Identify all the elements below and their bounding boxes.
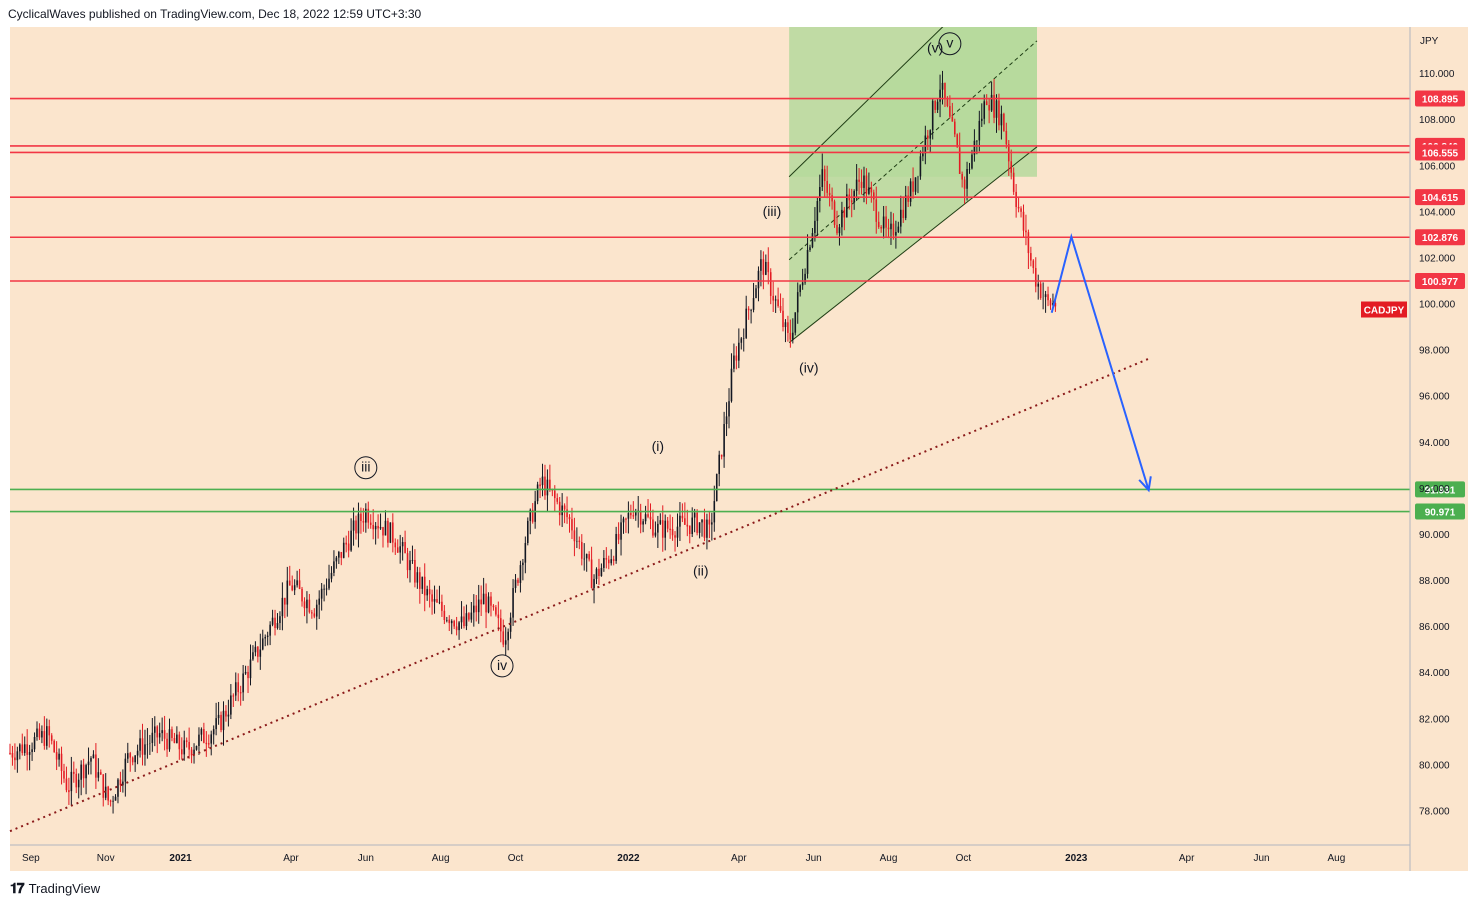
tradingview-logo-icon: 𝟏𝟕 (10, 880, 25, 896)
projection-path[interactable] (1050, 232, 1152, 493)
y-tick-label: 98.000 (1419, 346, 1450, 357)
y-tick-label: 104.000 (1419, 207, 1456, 218)
horizontal-levels[interactable]: 108.895106.840106.555104.615102.876100.9… (10, 90, 1465, 520)
y-tick-label: 94.000 (1419, 438, 1450, 449)
wave-label-(iii): (iii) (763, 203, 782, 219)
wave-label-(i): (i) (652, 438, 664, 454)
y-tick-label: 84.000 (1419, 668, 1450, 679)
x-tick-label: Oct (956, 853, 972, 864)
publish-info: CyclicalWaves published on TradingView.c… (8, 7, 422, 21)
wave-label-(v): (v) (927, 39, 943, 55)
wave-circle-v (938, 32, 962, 56)
channel-upper-line (788, 27, 944, 178)
x-tick-label: Jun (358, 853, 374, 864)
level-label: 91.931 (1425, 485, 1456, 496)
level-label: 90.971 (1425, 508, 1456, 519)
y-tick-label: 102.000 (1419, 253, 1456, 264)
level-tag-100.977 (1415, 272, 1465, 289)
wave-circle-iv (490, 654, 514, 678)
y-tick-label: 92.000 (1419, 484, 1450, 495)
wave-labels: iii iv (i) (ii) (iii) (iv) (v) v (354, 32, 962, 678)
x-tick-label: 2022 (617, 853, 640, 864)
level-tag-90.971 (1415, 503, 1465, 520)
x-tick-label: 2023 (1065, 853, 1088, 864)
x-tick-label: Aug (1327, 853, 1345, 864)
wave-label-v: v (946, 35, 953, 51)
level-tag-91.931 (1415, 481, 1465, 498)
level-label: 108.895 (1422, 95, 1459, 106)
x-tick-label: Jun (1253, 853, 1269, 864)
x-tick-label: Apr (283, 853, 299, 864)
wave-label-iv: iv (497, 657, 507, 673)
y-tick-label: 110.000 (1419, 69, 1455, 80)
level-label: 100.977 (1422, 277, 1459, 288)
wave-label-iii: iii (361, 459, 370, 475)
projection-line (1050, 232, 1150, 491)
x-tick-label: Nov (97, 853, 115, 864)
wave-label-(ii): (ii) (693, 562, 709, 578)
price-axis-bg (1410, 27, 1468, 871)
channel-lower-line (788, 146, 1038, 344)
symbol-tag (1361, 301, 1407, 318)
axes: JPY 78.000 80.000 82.000 84.000 86.000 88.000 9… (10, 27, 1456, 871)
y-tick-label: 86.000 (1419, 622, 1450, 633)
channel-mid-line (788, 40, 1038, 261)
brand-name: TradingView (28, 881, 101, 896)
level-tag-104.615 (1415, 189, 1465, 206)
trendline[interactable] (9, 357, 1150, 833)
level-label: 106.555 (1422, 148, 1459, 159)
y-tick-label: 82.000 (1419, 714, 1450, 725)
level-tag-108.895 (1415, 90, 1465, 107)
y-tick-label: 96.000 (1419, 392, 1450, 403)
x-tick-label: 2021 (169, 853, 192, 864)
x-tick-label: Aug (880, 853, 898, 864)
currency-label: JPY (1420, 36, 1439, 47)
x-tick-label: Oct (508, 853, 524, 864)
y-tick-label: 78.000 (1419, 806, 1450, 817)
x-tick-label: Jun (806, 853, 822, 864)
y-tick-label: 88.000 (1419, 576, 1450, 587)
wave-label-(iv): (iv) (799, 360, 818, 376)
footer-brand[interactable]: 𝟏𝟕 TradingView (10, 880, 100, 897)
plot-area (10, 27, 1410, 845)
y-tick-label: 106.000 (1419, 161, 1456, 172)
x-tick-label: Apr (1179, 853, 1195, 864)
plot-background (10, 27, 1468, 871)
x-tick-label: Apr (731, 853, 747, 864)
level-tag-102.876 (1415, 229, 1465, 246)
y-tick-label: 108.000 (1419, 115, 1456, 126)
y-tick-label: 80.000 (1419, 760, 1450, 771)
y-tick-label: 90.000 (1419, 530, 1450, 541)
symbol-label: CADJPY (1364, 306, 1405, 317)
level-tag-106.555 (1415, 144, 1465, 161)
y-tick-label: 100.000 (1419, 300, 1456, 311)
level-label: 102.876 (1422, 233, 1459, 244)
time-axis-bg (10, 845, 1410, 871)
projection-arrowhead (1138, 476, 1152, 493)
wave-circle-iii (354, 456, 378, 480)
x-tick-label: Aug (432, 853, 450, 864)
x-tick-label: Sep (22, 853, 40, 864)
dotted-trendline (9, 357, 1150, 833)
level-label: 104.615 (1422, 193, 1459, 204)
channel-box-fill (789, 27, 1037, 177)
